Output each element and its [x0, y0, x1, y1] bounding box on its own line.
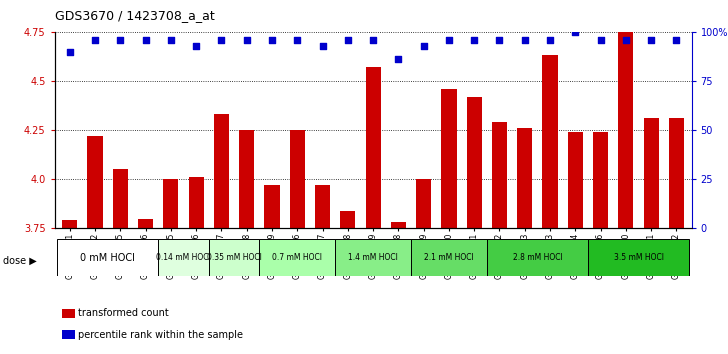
- Bar: [264, 185, 280, 228]
- Bar: [315, 185, 330, 228]
- Point: [595, 37, 606, 42]
- Point: [468, 37, 480, 42]
- Bar: [618, 32, 633, 228]
- Bar: [214, 114, 229, 228]
- Text: 2.8 mM HOCl: 2.8 mM HOCl: [513, 253, 562, 262]
- Point: [190, 43, 202, 48]
- Point: [291, 37, 303, 42]
- Bar: [163, 179, 178, 228]
- Bar: [62, 221, 77, 228]
- Bar: [467, 97, 482, 228]
- Point: [64, 48, 76, 54]
- Bar: [542, 56, 558, 228]
- Bar: [113, 170, 128, 228]
- Point: [342, 37, 354, 42]
- Point: [241, 37, 253, 42]
- Point: [368, 37, 379, 42]
- Text: 2.1 mM HOCl: 2.1 mM HOCl: [424, 253, 474, 262]
- Point: [670, 37, 682, 42]
- Bar: [209, 239, 259, 276]
- Text: GDS3670 / 1423708_a_at: GDS3670 / 1423708_a_at: [55, 9, 214, 22]
- Text: 0.7 mM HOCl: 0.7 mM HOCl: [272, 253, 323, 262]
- Bar: [441, 89, 456, 228]
- Bar: [335, 239, 411, 276]
- Text: 0.14 mM HOCl: 0.14 mM HOCl: [156, 253, 211, 262]
- Bar: [517, 128, 532, 228]
- Bar: [340, 211, 355, 228]
- Bar: [487, 239, 588, 276]
- Bar: [391, 222, 406, 228]
- Bar: [568, 132, 583, 228]
- Text: dose ▶: dose ▶: [3, 256, 36, 266]
- Text: 3.5 mM HOCl: 3.5 mM HOCl: [614, 253, 663, 262]
- Point: [620, 37, 632, 42]
- Bar: [416, 179, 431, 228]
- Point: [569, 29, 581, 35]
- Point: [494, 37, 505, 42]
- Bar: [365, 67, 381, 228]
- Point: [114, 37, 126, 42]
- Text: 0.35 mM HOCl: 0.35 mM HOCl: [207, 253, 261, 262]
- Point: [317, 43, 328, 48]
- Bar: [87, 136, 103, 228]
- Bar: [593, 132, 608, 228]
- Bar: [158, 239, 209, 276]
- Point: [418, 43, 430, 48]
- Bar: [239, 130, 254, 228]
- Point: [392, 57, 404, 62]
- Point: [519, 37, 531, 42]
- Point: [645, 37, 657, 42]
- Point: [165, 37, 177, 42]
- Point: [266, 37, 278, 42]
- Text: 0 mM HOCl: 0 mM HOCl: [80, 252, 135, 263]
- Bar: [492, 122, 507, 228]
- Text: percentile rank within the sample: percentile rank within the sample: [78, 330, 243, 339]
- Bar: [259, 239, 335, 276]
- Bar: [644, 118, 659, 228]
- Point: [545, 37, 556, 42]
- Point: [443, 37, 455, 42]
- Point: [90, 37, 101, 42]
- Bar: [189, 177, 204, 228]
- Text: transformed count: transformed count: [78, 308, 169, 318]
- Bar: [57, 239, 158, 276]
- Bar: [411, 239, 487, 276]
- Bar: [290, 130, 305, 228]
- Point: [215, 37, 227, 42]
- Text: 1.4 mM HOCl: 1.4 mM HOCl: [348, 253, 398, 262]
- Point: [140, 37, 151, 42]
- Bar: [588, 239, 689, 276]
- Bar: [669, 118, 684, 228]
- Bar: [138, 218, 153, 228]
